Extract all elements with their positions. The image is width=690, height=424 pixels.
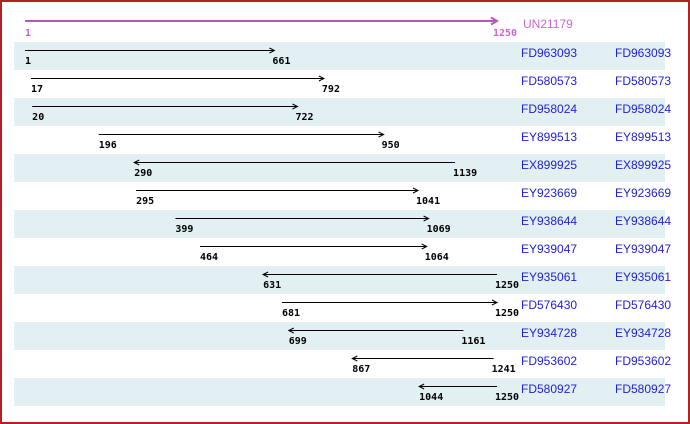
alignment-end-label: 792 [321,84,340,95]
consensus-label: UN21179 [523,17,573,31]
accession-link-primary[interactable]: FD953602 [521,354,578,368]
accession-link-secondary[interactable]: EX899925 [615,158,672,172]
accession-link-secondary[interactable]: EY938644 [615,214,672,228]
alignment-start-label: 196 [98,140,117,151]
accession-link-secondary[interactable]: EY939047 [615,242,672,256]
accession-link-primary[interactable]: EY899513 [521,130,578,144]
accession-link-primary[interactable]: EX899925 [521,158,578,172]
alignment-end-label: 1250 [495,392,520,403]
est-row: 20 722 FD958024 FD958024 [2,98,688,126]
est-arrow[interactable] [2,294,688,322]
alignment-end-label: 1069 [426,224,451,235]
accession-link-secondary[interactable]: FD963093 [615,46,672,60]
alignment-end-label: 661 [272,56,291,67]
alignment-start-label: 464 [199,252,219,263]
accession-link-primary[interactable]: EY934728 [521,326,578,340]
alignment-end-label: 1139 [453,168,478,179]
accession-link-secondary[interactable]: EY923669 [615,186,672,200]
est-arrow[interactable] [2,70,688,98]
accession-link-primary[interactable]: EY923669 [521,186,578,200]
est-row: 399 1069 EY938644 EY938644 [2,210,688,238]
est-arrow[interactable] [2,182,688,210]
accession-link-secondary[interactable]: EY934728 [615,326,672,340]
est-arrow[interactable] [2,98,688,126]
est-arrow[interactable] [2,42,688,70]
accession-link-secondary[interactable]: FD576430 [615,298,672,312]
alignment-end-label: 950 [381,140,400,151]
consensus-arrow-icon [25,16,499,26]
est-rows: 1 661 FD963093 FD963093 17 792 FD580573 FD58057… [2,42,688,406]
accession-link-primary[interactable]: EY938644 [521,214,578,228]
accession-link-secondary[interactable]: EY935061 [615,270,672,284]
est-row: 631 1250 EY935061 EY935061 [2,266,688,294]
accession-link-primary[interactable]: FD580573 [521,74,578,88]
alignment-start-label: 399 [175,224,194,235]
alignment-end-label: 1250 [495,308,520,319]
accession-link-secondary[interactable]: FD580927 [615,382,672,396]
alignment-start-label: 681 [281,308,301,319]
alignment-start-label: 290 [134,168,153,179]
est-arrow[interactable] [2,322,688,350]
alignment-start-label: 699 [288,336,307,347]
accession-link-secondary[interactable]: EY899513 [615,130,672,144]
alignment-start-label: 295 [136,196,155,207]
est-arrow[interactable] [2,154,688,182]
est-arrow[interactable] [2,126,688,154]
est-row: 681 1250 FD576430 FD576430 [2,294,688,322]
accession-link-primary[interactable]: FD963093 [521,46,578,60]
accession-link-primary[interactable]: FD580927 [521,382,578,396]
consensus-end-label: 1250 [493,28,518,39]
est-arrow[interactable] [2,266,688,294]
est-arrow[interactable] [2,378,688,406]
accession-link-primary[interactable]: EY939047 [521,242,578,256]
alignment-start-label: 1 [25,56,32,67]
est-row: 290 1139 EX899925 EX899925 [2,154,688,182]
est-row: 295 1041 EY923669 EY923669 [2,182,688,210]
est-row: 1044 1250 FD580927 FD580927 [2,378,688,406]
alignment-end-label: 1161 [461,336,486,347]
est-row: 196 950 EY899513 EY899513 [2,126,688,154]
est-row: 699 1161 EY934728 EY934728 [2,322,688,350]
alignment-start-label: 867 [352,364,371,375]
accession-link-secondary[interactable]: FD580573 [615,74,672,88]
consensus-track: UN21179 1 1250 [2,2,688,42]
est-row: 17 792 FD580573 FD580573 [2,70,688,98]
alignment-start-label: 1044 [419,392,444,403]
accession-link-primary[interactable]: EY935061 [521,270,578,284]
est-row: 867 1241 FD953602 FD953602 [2,350,688,378]
consensus-start-label: 1 [25,28,32,39]
alignment-end-label: 722 [295,112,314,123]
accession-link-secondary[interactable]: FD958024 [615,102,672,116]
est-arrow[interactable] [2,350,688,378]
accession-link-primary[interactable]: FD576430 [521,298,578,312]
est-row: 464 1064 EY939047 EY939047 [2,238,688,266]
alignment-end-label: 1241 [491,364,516,375]
alignment-start-label: 631 [263,280,282,291]
alignment-end-label: 1041 [416,196,441,207]
est-arrow[interactable] [2,210,688,238]
alignment-end-label: 1250 [495,280,520,291]
alignment-start-label: 20 [32,112,45,123]
accession-link-primary[interactable]: FD958024 [521,102,578,116]
alignment-end-label: 1064 [424,252,449,263]
est-row: 1 661 FD963093 FD963093 [2,42,688,70]
est-arrow[interactable] [2,238,688,266]
alignment-start-label: 17 [31,84,44,95]
accession-link-secondary[interactable]: FD953602 [615,354,672,368]
